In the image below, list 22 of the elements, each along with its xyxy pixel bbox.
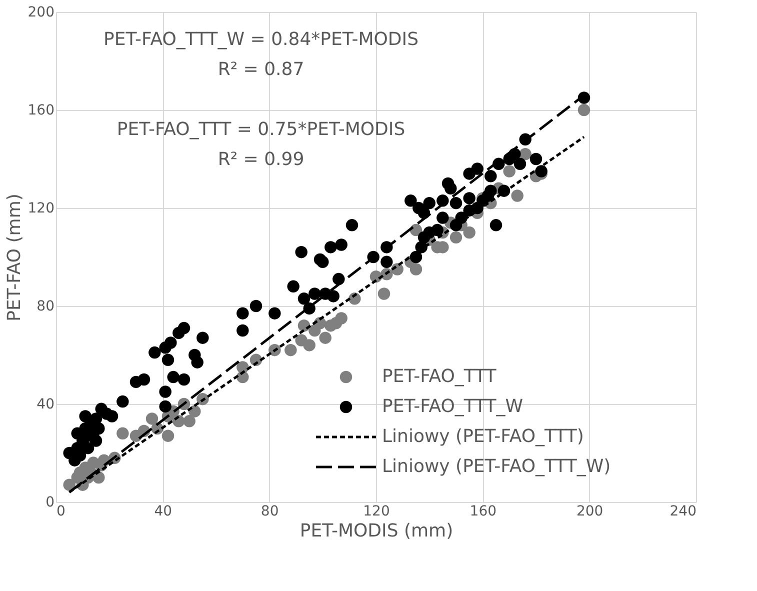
y-tick-label: 160 [28,102,54,118]
legend-label: Liniowy (PET-FAO_TTT_W) [382,456,611,477]
annotation: R² = 0.99 [218,149,304,170]
y-axis-title: PET-FAO (mm) [4,194,25,322]
legend-label: PET-FAO_TTT [382,366,498,387]
annotation: PET-FAO_TTT = 0.75*PET-MODIS [116,119,406,140]
legend-label: Liniowy (PET-FAO_TTT) [382,426,584,447]
y-tick-label: 40 [36,396,54,412]
annotation: R² = 0.87 [218,59,304,80]
x-axis-title: PET-MODIS (mm) [300,520,454,542]
y-tick-label: 200 [28,4,54,20]
y-tick-label: 80 [36,298,54,314]
x-tick-label: 80 [260,504,279,520]
y-tick-label: 120 [28,200,54,216]
x-tick-label: 200 [576,504,604,520]
legend-label: PET-FAO_TTT_W [382,396,524,417]
x-tick-label: 160 [470,504,497,520]
x-tick-label: 0 [56,504,66,520]
x-tick-label: 240 [670,504,696,520]
x-tick-label: 40 [154,504,172,520]
x-tick-label: 120 [363,504,390,520]
annotation: PET-FAO_TTT_W = 0.84*PET-MODIS [103,29,419,50]
